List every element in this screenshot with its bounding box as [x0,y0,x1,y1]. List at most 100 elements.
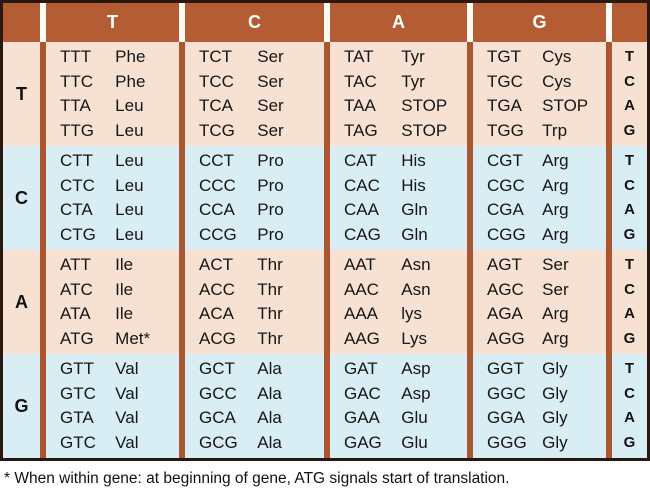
column-divider [40,250,46,354]
codon: GTC [60,383,96,403]
third-base-letter: T [624,360,635,377]
codon: GAC [344,383,381,403]
third-base-letter: T [624,48,635,65]
codon-entry: CGC Arg [473,174,606,199]
codon: ACT [199,255,233,274]
codon-cell-t-c: TCT Ser TCC Ser TCA Ser TCG Ser [185,42,324,146]
codon-entry: TCG Ser [185,119,324,144]
codon: AGG [487,328,525,348]
codon-cell-c-t: CTT Leu CTC Leu CTA Leu CTG Leu [46,146,179,250]
third-base-letter: T [624,152,635,169]
codon-entry: TTT Phe [46,45,179,70]
codon: AGC [487,279,524,299]
third-base-letter: A [624,201,635,218]
amino-acid: Leu [115,96,144,115]
codon: TCG [199,120,235,140]
codon: CCC [199,175,236,195]
codon-cell-c-g: CGT Arg CGC Arg CGA Arg CGG Arg [473,146,606,250]
codon-cell-g-c: GCT Ala GCC Ala GCA Ala GCG Ala [185,354,324,458]
third-base-letter: G [623,329,636,347]
codon-entry: TAC Tyr [330,70,467,95]
amino-acid: Asp [401,359,431,378]
row-header-t: T [3,42,40,146]
codon-entry: CCC Pro [185,174,324,199]
codon: ATG [60,328,94,348]
codon-table: T C A G T TTT Phe TTC Phe TTA Leu TTG Leu TC… [0,0,650,461]
codon: ATA [60,304,91,323]
codon: AGA [487,304,523,323]
amino-acid: Asn [401,255,431,274]
column-divider [606,42,612,146]
codon-entry: GAT Asp [330,357,467,382]
codon-cell-a-c: ACT Thr ACC Thr ACA Thr ACG Thr [185,250,324,354]
codon-entry: AAC Asn [330,278,467,303]
amino-acid: Glu [401,408,428,427]
codon: TAG [344,120,378,140]
third-base-axis: T C A G [612,42,647,146]
codon: AAA [344,304,379,323]
amino-acid: Arg [542,328,569,348]
amino-acid: Gly [542,408,568,427]
codon-entry: TTC Phe [46,70,179,95]
codon-cell-g-t: GTT Val GTC Val GTA Val GTC Val [46,354,179,458]
codon: GAG [344,432,382,452]
codon: TGG [487,120,524,140]
codon: ACG [199,328,236,348]
codon: CGT [487,151,523,170]
header-separator [179,3,185,42]
amino-acid: Thr [257,255,283,274]
column-divider [467,146,473,250]
codon-entry: TTA Leu [46,94,179,119]
codon-entry: GAC Asp [330,382,467,407]
amino-acid: Cys [542,71,572,91]
codon-entry: GCT Ala [185,357,324,382]
third-base-letter: T [624,256,635,273]
third-base-letter: C [624,72,635,90]
codon: CTA [60,200,93,219]
codon-entry: AAT Asn [330,253,467,278]
amino-acid: His [401,151,426,170]
codon-entry: CCA Pro [185,198,324,223]
amino-acid: Gln [401,200,428,219]
codon: GGC [487,383,526,403]
header-corner-right [612,3,647,42]
amino-acid: STOP [401,96,448,115]
codon: CGG [487,224,526,244]
codon: TGA [487,96,522,115]
codon: CCT [199,151,234,170]
third-base-letter: G [623,121,636,139]
amino-acid: Gly [542,432,568,452]
header-separator [606,3,612,42]
codon: TTG [60,120,94,140]
amino-acid: Ile [115,255,134,274]
codon-entry: AGA Arg [473,302,606,327]
codon-cell-a-a: AAT Asn AAC Asn AAA lys AAG Lys [330,250,467,354]
codon-entry: TCC Ser [185,70,324,95]
amino-acid: Pro [257,175,284,195]
codon: ACA [199,304,234,323]
codon: TAC [344,71,377,91]
third-base-letter: A [624,305,635,322]
amino-acid: Ile [115,279,134,299]
codon: GTT [60,359,94,378]
codon-entry: AGG Arg [473,327,606,352]
codon-cell-t-a: TAT Tyr TAC Tyr TAA STOP TAG STOP [330,42,467,146]
codon: TCA [199,96,233,115]
codon: GAA [344,408,380,427]
codon: CGC [487,175,525,195]
codon-entry: CTA Leu [46,198,179,223]
column-divider [467,250,473,354]
amino-acid: Gly [542,359,568,378]
codon-entry: GGA Gly [473,406,606,431]
amino-acid: lys [401,304,423,323]
codon: TGC [487,71,523,91]
amino-acid: Thr [257,304,283,323]
codon: TGT [487,47,521,66]
amino-acid: Val [115,408,139,427]
column-divider [467,354,473,458]
codon-entry: GGC Gly [473,382,606,407]
codon: TAT [344,47,374,66]
amino-acid: Leu [115,200,144,219]
amino-acid: Gln [401,224,428,244]
third-base-axis: T C A G [612,146,647,250]
